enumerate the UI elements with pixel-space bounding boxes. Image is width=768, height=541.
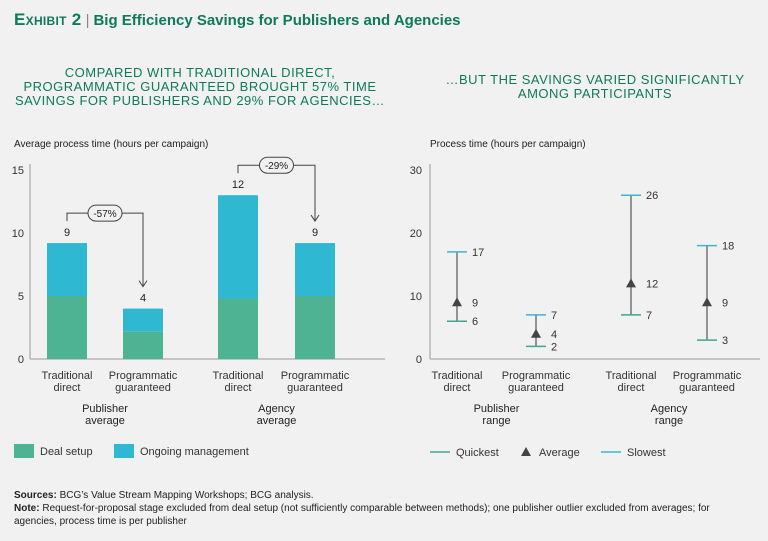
note-label: Note: [14,503,40,514]
right-subtitle: …but the savings varied significantly am… [445,72,745,101]
group-label: Agency [651,403,688,415]
header-separator: | [85,12,90,29]
change-badge [259,156,294,174]
x-category-label: Programmatic [109,370,178,382]
group-label: Publisher [474,403,520,415]
quickest-value-label: 6 [472,316,478,328]
left-y-tick-label: 10 [12,228,24,240]
left-y-tick-label: 0 [18,354,24,366]
change-arrow-head [310,214,320,222]
bar-ongoing-management [218,195,258,299]
bar-total-label: 9 [64,227,70,239]
x-category-label: guaranteed [287,382,343,394]
average-marker [452,297,462,307]
group-label: Publisher [82,403,128,415]
x-category-label: direct [444,382,471,394]
exhibit-header: Exhibit 2 | Big Efficiency Savings for Pub… [14,10,461,30]
right-y-tick-label: 0 [416,354,422,366]
bar-deal-setup [295,296,335,359]
left-y-axis-label: Average process time (hours per campaign… [14,139,208,150]
right-y-tick-label: 10 [410,291,422,303]
note-text: Request-for-proposal stage excluded from… [14,503,710,527]
change-label: -29% [265,161,288,172]
bar-deal-setup [47,296,87,359]
average-marker [626,278,636,288]
x-category-label: guaranteed [679,382,735,394]
x-category-label: Traditional [432,370,483,382]
average-value-label: 9 [722,297,728,309]
average-value-label: 4 [551,329,557,341]
x-category-label: guaranteed [115,382,171,394]
right-y-axis-label: Process time (hours per campaign) [430,139,586,150]
legend-swatch-average [521,447,531,456]
slowest-value-label: 26 [646,190,658,202]
bar-total-label: 4 [140,293,146,305]
x-category-label: Traditional [606,370,657,382]
group-label: range [655,415,683,427]
legend-label-ongoing-management: Ongoing management [140,446,249,458]
legend-swatch-deal-setup [14,444,34,458]
footer: Sources: BCG’s Value Stream Mapping Work… [14,489,754,528]
exhibit-number: Exhibit 2 [14,10,82,29]
average-marker [702,297,712,307]
x-category-label: Programmatic [673,370,742,382]
left-y-tick-label: 15 [12,165,24,177]
group-label: average [257,415,297,427]
right-y-tick-label: 30 [410,165,422,177]
change-arrow-head [138,280,148,288]
average-marker [531,328,541,338]
bar-ongoing-management [295,243,335,296]
left-y-tick-label: 5 [18,291,24,303]
bar-ongoing-management [123,308,163,332]
bar-ongoing-management [47,243,87,296]
average-value-label: 12 [646,278,658,290]
change-badge [87,204,123,222]
sources-label: Sources: [14,490,57,501]
sources-line: Sources: BCG’s Value Stream Mapping Work… [14,489,754,502]
right-y-tick-label: 20 [410,228,422,240]
x-category-label: direct [225,382,252,394]
x-category-label: Programmatic [502,370,571,382]
x-category-label: direct [618,382,645,394]
x-category-label: direct [54,382,81,394]
change-label: -57% [93,209,116,220]
group-label: Agency [258,403,295,415]
bar-total-label: 12 [232,179,244,191]
slowest-value-label: 7 [551,310,557,322]
average-value-label: 9 [472,297,478,309]
bar-deal-setup [123,331,163,359]
exhibit-title: Big Efficiency Savings for Publishers an… [93,12,461,29]
quickest-value-label: 7 [646,310,652,322]
legend-label-quickest: Quickest [456,447,499,459]
bar-deal-setup [218,298,258,359]
slowest-value-label: 17 [472,247,484,259]
x-category-label: Traditional [42,370,93,382]
legend-label-slowest: Slowest [627,447,666,459]
group-label: range [482,415,510,427]
note-line: Note: Request-for-proposal stage exclude… [14,502,754,528]
x-category-label: Programmatic [281,370,350,382]
quickest-value-label: 3 [722,335,728,347]
group-label: average [85,415,125,427]
legend-label-average: Average [539,447,580,459]
x-category-label: Traditional [213,370,264,382]
left-subtitle: Compared with traditional direct, progra… [15,65,385,108]
quickest-value-label: 2 [551,341,557,353]
slowest-value-label: 18 [722,241,734,253]
sources-text: BCG’s Value Stream Mapping Workshops; BC… [59,490,314,501]
bar-total-label: 9 [312,227,318,239]
legend-swatch-ongoing-management [114,444,134,458]
x-category-label: guaranteed [508,382,564,394]
legend-label-deal-setup: Deal setup [40,446,93,458]
